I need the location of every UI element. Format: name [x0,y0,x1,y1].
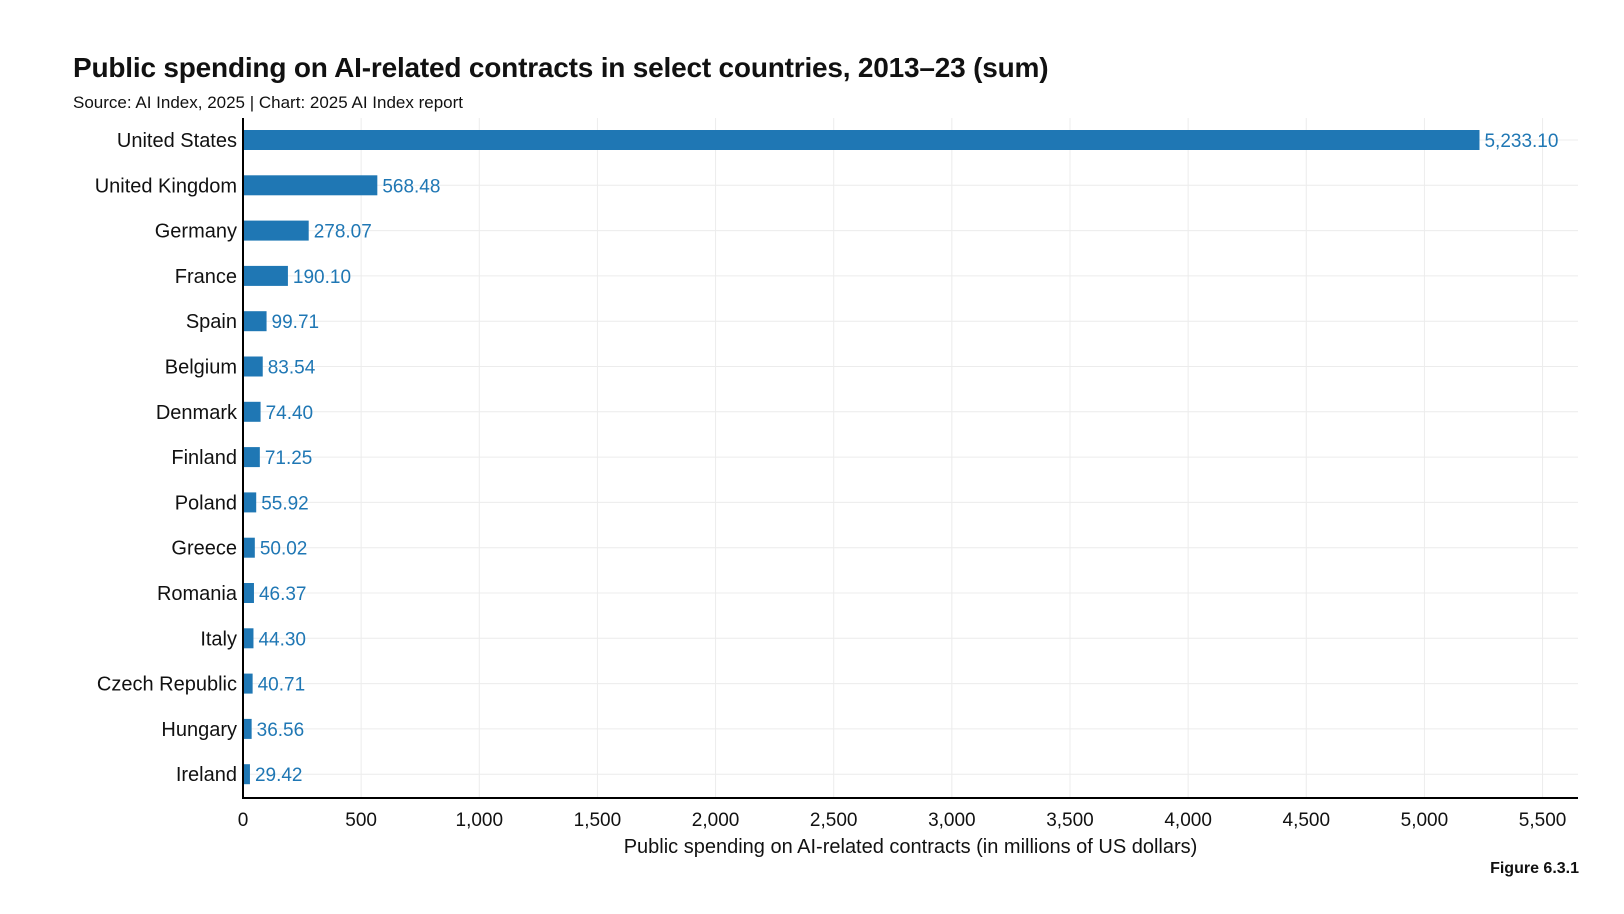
category-label: United Kingdom [95,175,237,197]
x-tick-label: 2,500 [810,810,858,831]
category-label: Germany [155,221,237,243]
category-label: Finland [171,447,237,469]
x-tick-label: 5,000 [1401,810,1449,831]
x-tick-label: 500 [345,810,377,831]
bar-value-label: 50.02 [260,539,308,560]
bar-value-label: 44.30 [258,629,306,650]
bar [243,265,288,286]
figure-label: Figure 6.3.1 [1490,860,1579,877]
bar [243,175,378,196]
category-label: Ireland [176,764,237,786]
bar-value-label: 5,233.10 [1484,131,1558,152]
bar [243,628,254,649]
value-labels: 5,233.10 568.48 278.07 190.10 99.71 83.54 74.4… [255,131,1559,786]
bars [243,130,1480,785]
bar [243,401,261,422]
category-label: Greece [171,538,237,560]
bar-value-label: 36.56 [257,720,305,741]
x-tick-label: 3,500 [1046,810,1094,831]
bar [243,356,263,377]
bar-value-label: 40.71 [258,675,306,696]
x-tick-label: 1,500 [574,810,622,831]
bar [243,447,260,468]
bar-value-label: 46.37 [259,584,307,605]
x-tick-label: 5,500 [1519,810,1567,831]
bar [243,311,267,332]
category-labels: United States United Kingdom Germany France… [95,130,238,786]
category-label: Poland [175,492,237,514]
bar-value-label: 568.48 [382,176,440,197]
chart-title: Public spending on AI-related contracts … [73,52,1049,83]
x-tick-label: 1,000 [456,810,504,831]
x-tick-label: 3,000 [928,810,976,831]
category-label: Spain [186,311,237,333]
x-tick-label: 2,000 [692,810,740,831]
x-tick-label: 4,500 [1283,810,1331,831]
bar-value-label: 278.07 [314,222,372,243]
bar-value-label: 190.10 [293,267,351,288]
bar [243,537,255,558]
bar [243,764,250,785]
bar [243,673,253,694]
x-axis-title: Public spending on AI-related contracts … [624,836,1198,858]
bar [243,220,309,241]
bar [243,130,1480,150]
x-tick-label: 0 [238,810,249,831]
category-label: Belgium [165,357,237,379]
bar-value-label: 55.92 [261,493,309,514]
bar-value-label: 74.40 [266,403,314,424]
bar-value-label: 29.42 [255,765,303,786]
category-label: Romania [157,583,238,605]
category-label: Denmark [156,402,238,424]
bar-value-label: 83.54 [268,358,316,379]
category-label: United States [117,130,237,152]
category-label: France [175,266,237,288]
x-tick-labels: 0 500 1,000 1,500 2,000 2,500 3,000 3,500 4,000 4… [238,810,1567,831]
bar [243,718,252,739]
grid-lines [243,118,1578,798]
category-label: Italy [200,628,237,650]
bar [243,583,254,603]
bar-value-label: 71.25 [265,448,313,469]
x-tick-label: 4,000 [1164,810,1212,831]
chart-subtitle: Source: AI Index, 2025 | Chart: 2025 AI … [73,93,463,112]
axes [242,118,1578,799]
bar [243,492,257,513]
category-label: Czech Republic [97,674,237,696]
category-label: Hungary [161,719,237,741]
bar-value-label: 99.71 [272,312,320,333]
